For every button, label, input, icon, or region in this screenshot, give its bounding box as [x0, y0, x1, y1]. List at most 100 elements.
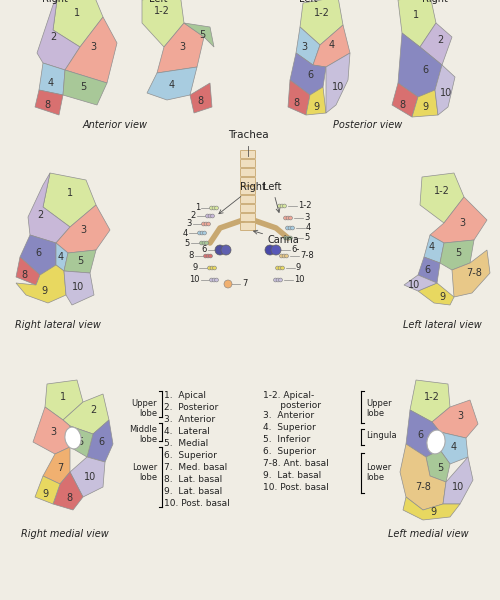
- Polygon shape: [392, 83, 418, 117]
- Polygon shape: [39, 63, 65, 95]
- Text: 7.  Med. basal: 7. Med. basal: [164, 463, 227, 472]
- Polygon shape: [443, 457, 473, 504]
- Circle shape: [224, 280, 232, 288]
- Text: Left: Left: [263, 182, 281, 212]
- Polygon shape: [424, 235, 444, 263]
- Text: Left medial view: Left medial view: [388, 529, 468, 539]
- Circle shape: [284, 236, 288, 240]
- Text: Right lateral view: Right lateral view: [15, 320, 101, 330]
- Text: lobe: lobe: [366, 409, 384, 418]
- Circle shape: [280, 204, 284, 208]
- Text: 6-: 6-: [291, 245, 300, 254]
- Polygon shape: [16, 257, 40, 285]
- Text: 5.  Medial: 5. Medial: [164, 439, 208, 448]
- Text: 6: 6: [98, 437, 104, 447]
- Circle shape: [282, 254, 286, 258]
- Text: 9: 9: [42, 489, 48, 499]
- Text: 6: 6: [307, 70, 313, 80]
- Polygon shape: [43, 173, 96, 227]
- Text: 6: 6: [417, 430, 423, 440]
- Circle shape: [284, 254, 288, 258]
- Circle shape: [202, 222, 205, 226]
- Text: 10: 10: [84, 472, 96, 482]
- Text: Right: Right: [42, 0, 68, 4]
- Text: posterior: posterior: [263, 401, 321, 409]
- Text: 6: 6: [35, 248, 41, 258]
- Text: Lower: Lower: [366, 463, 391, 472]
- Circle shape: [280, 254, 283, 258]
- Polygon shape: [440, 432, 468, 464]
- Text: 8.  Lat. basal: 8. Lat. basal: [164, 475, 222, 484]
- Polygon shape: [35, 476, 60, 504]
- Text: 5.  Inferior: 5. Inferior: [263, 434, 310, 443]
- Circle shape: [204, 241, 208, 245]
- Text: 2: 2: [37, 210, 43, 220]
- Polygon shape: [147, 67, 197, 100]
- Circle shape: [288, 236, 292, 240]
- Circle shape: [212, 278, 216, 282]
- Text: Carina: Carina: [254, 230, 300, 245]
- Circle shape: [288, 226, 292, 230]
- Text: 1: 1: [67, 188, 73, 198]
- Text: 8: 8: [197, 96, 203, 106]
- Circle shape: [278, 278, 282, 282]
- Text: 4: 4: [183, 229, 188, 238]
- Text: 4: 4: [451, 442, 457, 452]
- Text: 9: 9: [439, 292, 445, 302]
- Text: 1-2. Apical-: 1-2. Apical-: [263, 391, 314, 400]
- Text: 7: 7: [57, 463, 63, 473]
- Polygon shape: [420, 23, 452, 65]
- Polygon shape: [410, 380, 450, 422]
- Polygon shape: [53, 0, 103, 47]
- Text: 4.  Lateral: 4. Lateral: [164, 427, 210, 436]
- Ellipse shape: [427, 430, 445, 454]
- Circle shape: [286, 226, 290, 230]
- Text: 3.  Anterior: 3. Anterior: [263, 410, 314, 419]
- Text: 6.  Superior: 6. Superior: [263, 446, 316, 455]
- Text: 9.  Lat. basal: 9. Lat. basal: [164, 487, 222, 496]
- Text: 4: 4: [329, 40, 335, 50]
- Text: 3: 3: [301, 42, 307, 52]
- Polygon shape: [306, 87, 326, 115]
- Text: 1: 1: [60, 392, 66, 402]
- Circle shape: [210, 206, 214, 210]
- Text: 7-8: 7-8: [300, 251, 314, 260]
- Text: 5: 5: [199, 30, 205, 40]
- Circle shape: [206, 222, 210, 226]
- Polygon shape: [412, 90, 438, 117]
- Polygon shape: [326, 53, 350, 113]
- Text: 9: 9: [430, 507, 436, 517]
- FancyBboxPatch shape: [240, 187, 256, 194]
- Text: 6.  Superior: 6. Superior: [164, 451, 217, 460]
- Text: 9: 9: [41, 286, 47, 296]
- Text: 9: 9: [422, 102, 428, 112]
- Text: 4: 4: [58, 252, 64, 262]
- Polygon shape: [403, 497, 460, 520]
- Polygon shape: [400, 444, 446, 510]
- Circle shape: [271, 245, 281, 255]
- Text: 5: 5: [185, 238, 190, 247]
- Text: 7-8. Ant. basal: 7-8. Ant. basal: [263, 458, 329, 467]
- Text: 2.  Posterior: 2. Posterior: [164, 403, 218, 412]
- Polygon shape: [418, 283, 454, 305]
- Text: 7-8: 7-8: [415, 482, 431, 492]
- Text: lobe: lobe: [139, 473, 157, 481]
- FancyBboxPatch shape: [240, 214, 256, 221]
- Polygon shape: [288, 80, 310, 115]
- Ellipse shape: [65, 427, 81, 449]
- Text: 1-2: 1-2: [314, 8, 330, 18]
- Circle shape: [206, 214, 210, 218]
- FancyBboxPatch shape: [240, 196, 256, 203]
- Polygon shape: [35, 90, 63, 115]
- Polygon shape: [63, 70, 107, 105]
- Circle shape: [280, 266, 284, 270]
- Circle shape: [208, 266, 212, 270]
- Text: Left: Left: [299, 0, 318, 4]
- Circle shape: [212, 266, 216, 270]
- FancyBboxPatch shape: [240, 151, 256, 158]
- Text: 10: 10: [440, 88, 452, 98]
- Text: 5: 5: [304, 233, 309, 242]
- Circle shape: [200, 231, 204, 235]
- Text: 4: 4: [306, 223, 311, 232]
- Text: 5: 5: [77, 256, 83, 266]
